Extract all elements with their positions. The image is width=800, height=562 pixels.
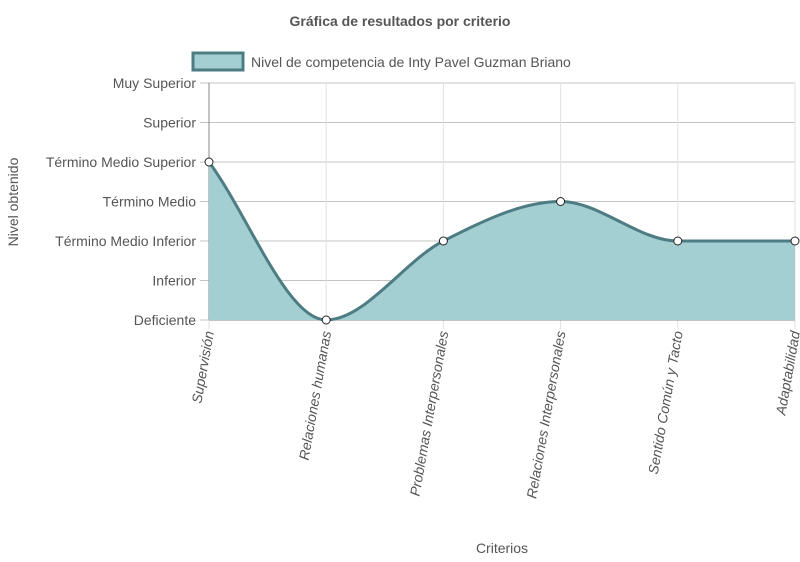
legend-swatch xyxy=(191,51,245,72)
data-point[interactable] xyxy=(790,236,800,246)
y-axis-title: Nivel obtenido xyxy=(5,157,21,246)
x-tick-label: Relaciones humanas xyxy=(296,330,334,462)
data-point[interactable] xyxy=(556,197,566,206)
data-point[interactable] xyxy=(673,236,683,246)
data-points xyxy=(204,157,800,325)
data-point[interactable] xyxy=(204,157,214,167)
y-tick-label: Término Medio xyxy=(103,194,197,210)
x-tick-label: Adaptabilidad xyxy=(772,329,800,418)
y-tick-label: Muy Superior xyxy=(113,75,197,91)
x-axis-title: Criterios xyxy=(476,540,528,556)
chart-title: Gráfica de resultados por criterio xyxy=(290,13,511,29)
data-point[interactable] xyxy=(321,315,331,325)
y-tick-label: Término Medio Superior xyxy=(46,154,197,170)
x-tick-label: Problemas Interpersonales xyxy=(407,330,452,498)
y-tick-label: Término Medio Inferior xyxy=(55,233,196,249)
x-axis: Supervisión Relaciones humanas Problemas I… xyxy=(188,329,800,500)
x-tick-label: Relaciones Interpersonales xyxy=(523,330,568,500)
y-tick-label: Deficiente xyxy=(134,312,196,328)
legend-label: Nivel de competencia de Inty Pavel Guzma… xyxy=(251,54,571,70)
x-tick-label: Supervisión xyxy=(188,330,216,405)
y-tick-label: Inferior xyxy=(152,273,196,289)
x-tick-label: Sentido Común y Tacto xyxy=(645,330,686,476)
legend[interactable]: Nivel de competencia de Inty Pavel Guzma… xyxy=(191,51,571,72)
y-tick-label: Superior xyxy=(143,115,196,131)
series-area xyxy=(209,162,795,320)
y-axis: Deficiente Inferior Término Medio Inferior… xyxy=(46,75,197,328)
data-point[interactable] xyxy=(438,236,448,246)
